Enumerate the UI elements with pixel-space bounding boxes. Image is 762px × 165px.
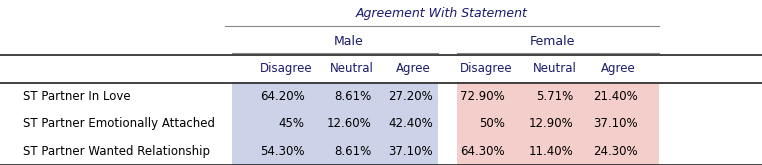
Text: ST Partner Wanted Relationship: ST Partner Wanted Relationship <box>23 145 210 158</box>
Text: 21.40%: 21.40% <box>593 90 638 103</box>
Text: 64.30%: 64.30% <box>460 145 505 158</box>
Text: 72.90%: 72.90% <box>460 90 505 103</box>
Text: 12.90%: 12.90% <box>529 117 574 130</box>
Text: Female: Female <box>530 35 575 48</box>
Text: Agreement With Statement: Agreement With Statement <box>356 7 528 20</box>
Text: 11.40%: 11.40% <box>529 145 574 158</box>
Text: Agree: Agree <box>601 62 636 75</box>
Text: 12.60%: 12.60% <box>326 117 371 130</box>
Text: Disagree: Disagree <box>259 62 312 75</box>
Text: 27.20%: 27.20% <box>388 90 433 103</box>
Text: 64.20%: 64.20% <box>260 90 305 103</box>
Text: 5.71%: 5.71% <box>536 90 574 103</box>
Text: Neutral: Neutral <box>330 62 374 75</box>
Text: 42.40%: 42.40% <box>388 117 433 130</box>
Text: 37.10%: 37.10% <box>593 117 638 130</box>
Text: Agree: Agree <box>396 62 431 75</box>
Text: Neutral: Neutral <box>533 62 577 75</box>
Text: Disagree: Disagree <box>459 62 513 75</box>
Text: ST Partner In Love: ST Partner In Love <box>23 90 130 103</box>
Text: ST Partner Emotionally Attached: ST Partner Emotionally Attached <box>23 117 215 130</box>
Text: 37.10%: 37.10% <box>388 145 433 158</box>
Text: 24.30%: 24.30% <box>593 145 638 158</box>
Bar <box>457 110 659 137</box>
Bar <box>232 110 438 137</box>
Text: 45%: 45% <box>279 117 305 130</box>
Bar <box>457 137 659 165</box>
Text: 8.61%: 8.61% <box>334 90 371 103</box>
Text: 8.61%: 8.61% <box>334 145 371 158</box>
Bar <box>232 82 438 110</box>
Bar <box>232 137 438 165</box>
Text: 50%: 50% <box>479 117 505 130</box>
Text: 54.30%: 54.30% <box>261 145 305 158</box>
Text: Male: Male <box>334 35 364 48</box>
Bar <box>457 82 659 110</box>
